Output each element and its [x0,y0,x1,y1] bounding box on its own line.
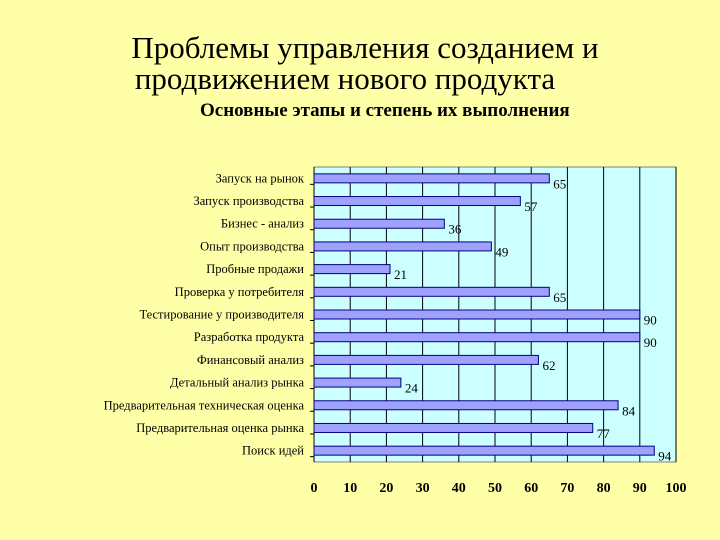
data-label: 62 [542,358,555,373]
bar [313,241,492,252]
category-label: Разработка продукта [194,330,305,344]
bar [313,445,655,456]
bar [313,332,641,343]
bar [313,218,445,229]
category-label: Поиск идей [242,444,304,458]
bar [313,354,539,365]
bar [313,196,521,207]
x-tick-label: 80 [597,481,611,496]
category-label: Проверка у потребителя [175,285,305,299]
data-label: 65 [553,176,566,191]
data-label: 90 [644,335,657,350]
bar [313,377,402,388]
x-tick-label: 0 [311,481,318,496]
data-label: 77 [597,426,611,441]
category-label: Пробные продажи [206,262,304,276]
bar [313,173,550,184]
data-label: 24 [405,381,419,396]
x-tick-label: 100 [666,481,687,496]
bar [313,400,619,411]
data-label: 36 [448,222,462,237]
data-label: 21 [394,267,407,282]
x-tick-label: 40 [452,481,466,496]
x-tick-label: 30 [416,481,430,496]
data-label: 65 [553,290,566,305]
data-label: 57 [524,199,538,214]
x-tick-label: 90 [633,481,647,496]
title-line-1: Проблемы управления созданием и [131,30,599,65]
bar [313,286,550,297]
slide-title: Проблемы управления созданием и продвиже… [0,32,720,94]
x-tick-label: 20 [379,481,393,496]
category-label: Предварительная техническая оценка [104,398,305,412]
chart-subtitle: Основные этапы и степень их выполнения [200,100,570,121]
bar [313,422,594,433]
category-label: Тестирование у производителя [139,308,304,322]
bar [313,264,391,275]
category-label: Запуск на рынок [216,171,305,185]
bar [313,309,641,320]
category-label: Финансовый анализ [197,353,304,367]
category-label: Запуск производства [193,194,304,208]
data-label: 49 [495,244,508,259]
data-label: 90 [644,313,657,328]
x-tick-label: 60 [524,481,538,496]
title-line-2: продвижением нового продукта [134,61,556,96]
x-tick-label: 10 [343,481,357,496]
data-label: 84 [622,403,636,418]
x-tick-label: 70 [560,481,574,496]
x-tick-label: 50 [488,481,502,496]
category-label: Бизнес - анализ [221,217,304,231]
category-label: Детальный анализ рынка [170,376,304,390]
category-label: Опыт производства [200,239,304,253]
data-label: 94 [658,449,672,464]
category-label: Предварительная оценка рынка [136,421,304,435]
